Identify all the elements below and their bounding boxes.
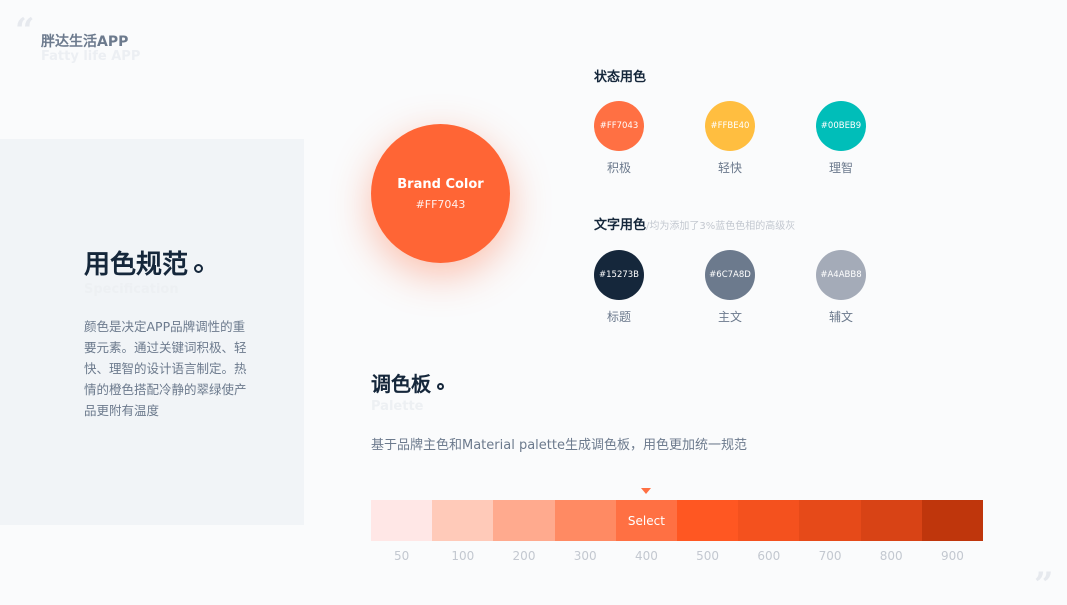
text_colors-item: #6C7A8D 主文	[705, 250, 755, 325]
brand-color-swatch: Brand Color #FF7043	[371, 124, 510, 263]
palette-labels: 50 100 200 300 400 500 600 700 800 900	[371, 549, 983, 563]
brand-hex: #FF7043	[415, 197, 466, 211]
palette-shade-50[interactable]	[371, 500, 433, 541]
shade-label: 700	[818, 549, 842, 563]
palette-description: 基于品牌主色和Material palette生成调色板，用色更加统一规范	[371, 438, 747, 453]
intro-subtitle: Specification	[84, 282, 179, 297]
palette-shade-200[interactable]	[493, 500, 555, 541]
palette-shade-400[interactable]: Select	[615, 500, 678, 541]
palette-subtitle: Palette	[371, 399, 424, 414]
text_colors-item: #15273B 标题	[594, 250, 644, 325]
text-colors-heading: 文字用色	[594, 218, 647, 233]
palette-shade-700[interactable]	[799, 500, 861, 541]
shade-label: 50	[393, 549, 410, 563]
selected-indicator-icon	[641, 488, 651, 494]
palette-shade-100[interactable]	[432, 500, 494, 541]
color-swatch: #15273B	[594, 250, 644, 300]
text-colors-note: /均为添加了3%蓝色色相的高级灰	[646, 221, 796, 232]
color-swatch: #FF7043	[594, 101, 644, 151]
dot-icon	[194, 264, 204, 273]
shade-label: 200	[512, 549, 536, 563]
shade-label: 900	[940, 549, 964, 563]
color-label: 轻快	[717, 161, 742, 175]
color-label: 标题	[606, 310, 631, 324]
page-title: 用色规范	[84, 250, 189, 280]
color-swatch: #FFBE40	[705, 101, 755, 151]
palette-title: 调色板	[371, 372, 431, 396]
color-label: 理智	[828, 161, 853, 175]
color-swatch: #00BEB9	[816, 101, 866, 151]
close-quote-icon: ”	[1034, 565, 1054, 605]
status-item: #00BEB9 理智	[816, 101, 866, 176]
status-item: #FFBE40 轻快	[705, 101, 755, 176]
shade-label: 300	[573, 549, 597, 563]
color-label: 积极	[606, 161, 631, 175]
palette-shade-300[interactable]	[554, 500, 616, 541]
palette-shade-600[interactable]	[738, 500, 800, 541]
shade-label: 800	[879, 549, 903, 563]
palette-shade-900[interactable]	[921, 500, 984, 541]
palette-heading: 调色板	[371, 368, 444, 397]
brand-label: Brand Color	[397, 176, 484, 192]
color-label: 辅文	[828, 310, 853, 324]
shade-label: 400	[634, 549, 658, 563]
palette-shade-500[interactable]	[677, 500, 739, 541]
text_colors-item: #A4ABB8 辅文	[816, 250, 866, 325]
dot-icon	[437, 383, 444, 390]
intro-heading: 用色规范	[84, 244, 204, 281]
intro-description: 颜色是决定APP品牌调性的重要元素。通过关键词积极、轻快、理智的设计语言制定。热…	[84, 319, 247, 418]
text-colors-title: 文字用色/均为添加了3%蓝色色相的高级灰	[594, 214, 795, 233]
color-swatch: #A4ABB8	[816, 250, 866, 300]
shade-label: 600	[757, 549, 781, 563]
status-item: #FF7043 积极	[594, 101, 644, 176]
open-quote-icon: “	[15, 11, 35, 51]
color-swatch: #6C7A8D	[705, 250, 755, 300]
palette-bar: Select	[371, 500, 984, 541]
palette-shade-800[interactable]	[860, 500, 922, 541]
app-subtitle: Fatty life APP	[41, 49, 141, 64]
status-title: 状态用色	[594, 70, 647, 85]
shade-label: 100	[451, 549, 475, 563]
intro-panel	[0, 139, 304, 525]
app-title: 胖达生活APP	[41, 34, 129, 50]
shade-label: 500	[696, 549, 720, 563]
color-label: 主文	[717, 310, 742, 324]
